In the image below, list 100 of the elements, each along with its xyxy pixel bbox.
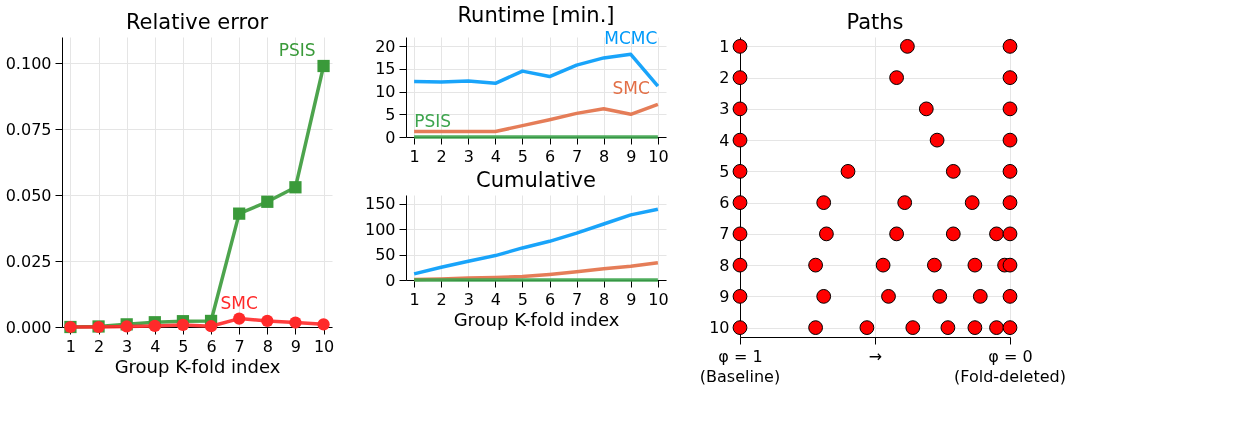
point [233, 312, 246, 325]
y-tick-label: 0 [385, 127, 396, 147]
y-tick-label: 10 [709, 318, 730, 338]
x-tick-label: 8 [599, 146, 610, 166]
x-tick-label: 4 [490, 289, 501, 309]
point [732, 195, 748, 210]
y-tick-label: 20 [375, 36, 396, 56]
point [875, 257, 891, 273]
point [1002, 101, 1018, 117]
point [840, 164, 856, 179]
point [905, 320, 921, 335]
x-tick-label: 5 [517, 146, 529, 166]
point [1002, 132, 1018, 148]
y-tick-label: 15 [375, 59, 396, 79]
y-tick-label: 3 [719, 99, 730, 119]
x-tick-label: 10 [313, 336, 335, 356]
point [1002, 164, 1018, 179]
point [261, 314, 274, 328]
point [1002, 226, 1018, 242]
point [945, 164, 961, 179]
point [889, 70, 904, 85]
point [897, 195, 913, 210]
point [261, 195, 274, 208]
point [732, 226, 748, 242]
point [967, 320, 983, 335]
x-tick-label: 6 [206, 336, 217, 356]
y-tick-label: 100 [364, 219, 396, 239]
point [732, 257, 748, 273]
point [967, 257, 983, 273]
point [932, 289, 948, 304]
point [964, 195, 980, 210]
y-tick-label: 0.025 [5, 251, 52, 271]
x-tick-label: 2 [436, 146, 447, 166]
point [1002, 70, 1018, 85]
y-tick-label: 7 [719, 224, 730, 244]
point [1002, 39, 1018, 54]
y-tick-label: 5 [719, 161, 730, 181]
point [989, 320, 1004, 335]
y-tick-label: 8 [719, 255, 730, 275]
y-tick-label: 0.100 [5, 53, 52, 73]
y-tick-label: 0.000 [5, 317, 52, 337]
x-tick-label: 10 [648, 289, 669, 309]
x-tick-label: 1 [409, 289, 420, 309]
series-label: PSIS [414, 111, 451, 131]
text: (Baseline) [699, 367, 781, 386]
chart-title: Paths [846, 10, 904, 34]
y-tick-label: 4 [719, 130, 730, 150]
series-label: MCMC [604, 28, 658, 49]
y-tick-label: 2 [719, 68, 730, 88]
y-tick-label: 50 [375, 245, 396, 265]
point [918, 101, 934, 117]
y-tick-label: 150 [364, 194, 396, 214]
point [929, 132, 945, 148]
y-tick-label: 0 [385, 270, 396, 290]
point [204, 320, 218, 333]
series-label: SMC [612, 78, 650, 99]
x-tick-label: 1 [65, 336, 77, 356]
series-label: SMC [220, 292, 258, 313]
x-tick-label: φ = 0 [988, 346, 1033, 366]
x-tick-label: 6 [544, 146, 556, 166]
point [148, 319, 161, 333]
point [732, 70, 748, 85]
point [808, 257, 823, 273]
x-tick-label: 4 [150, 336, 161, 356]
point [732, 320, 748, 335]
point [289, 316, 302, 329]
chart-title: Relative error [125, 10, 269, 34]
point [816, 289, 832, 304]
point [289, 181, 302, 194]
y-tick-label: 0.050 [5, 185, 52, 205]
y-tick-label: 6 [719, 193, 730, 213]
point [972, 289, 988, 304]
y-tick-label: 5 [385, 104, 396, 124]
x-tick-label: 6 [544, 289, 556, 309]
point [989, 226, 1004, 242]
x-tick-label: 9 [290, 336, 302, 356]
point [317, 59, 330, 73]
x-tick-label: 2 [93, 336, 105, 356]
x-tick-label: 10 [648, 146, 669, 166]
x-tick-label: 7 [572, 289, 583, 309]
point [945, 226, 961, 242]
point [1002, 289, 1018, 304]
x-tick-label: 9 [626, 146, 637, 166]
point [889, 226, 904, 242]
point [732, 164, 748, 179]
line-series [412, 102, 660, 134]
x-tick-label: 5 [178, 336, 189, 356]
chart-title: Cumulative [476, 168, 596, 192]
point [1002, 195, 1018, 210]
x-tick-label: 3 [463, 289, 474, 309]
point [732, 101, 748, 117]
x-axis-title: Group K-fold index [114, 355, 281, 377]
y-tick-label: 0.075 [5, 119, 52, 139]
x-tick-label: 4 [490, 146, 501, 166]
point [1002, 257, 1018, 273]
point [859, 320, 875, 335]
x-tick-label: 3 [122, 336, 133, 356]
point [819, 226, 834, 242]
x-tick-label: 7 [234, 336, 245, 356]
point [233, 207, 246, 220]
